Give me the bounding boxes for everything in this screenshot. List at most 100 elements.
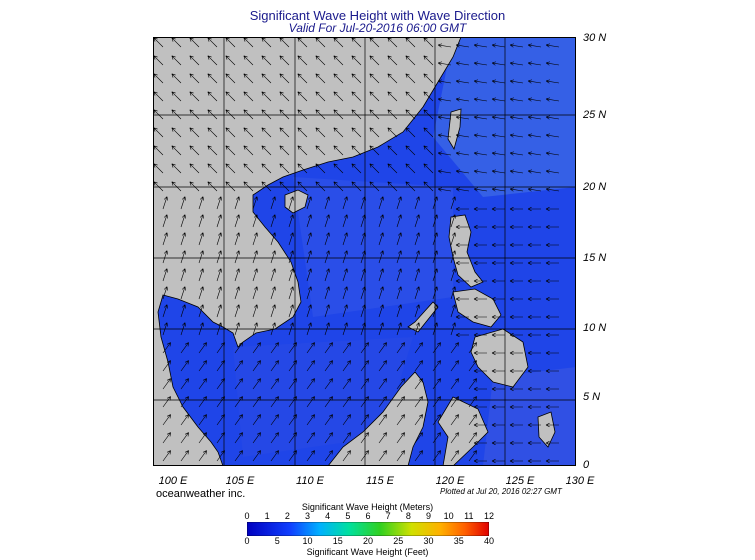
wave-arrow xyxy=(437,61,452,66)
wave-arrow xyxy=(216,232,222,246)
wave-arrow xyxy=(207,163,218,174)
wave-arrow xyxy=(432,360,441,372)
wave-arrow xyxy=(351,91,362,102)
wave-arrow xyxy=(545,169,560,174)
wave-arrow xyxy=(234,396,243,408)
wave-arrow xyxy=(455,332,469,338)
wave-arrow xyxy=(252,396,261,408)
wave-arrow xyxy=(225,127,236,138)
wave-arrow xyxy=(351,181,362,192)
lon-label-100e: 100 E xyxy=(158,475,188,487)
wave-arrow xyxy=(324,196,330,210)
wave-arrow xyxy=(509,133,524,138)
wave-arrow xyxy=(396,360,405,372)
wave-arrow xyxy=(162,432,171,444)
wave-arrow xyxy=(306,360,315,372)
wave-arrow xyxy=(306,196,312,210)
wave-arrow xyxy=(545,242,559,248)
wave-arrow xyxy=(405,163,416,174)
wave-arrow xyxy=(509,206,523,212)
wave-arrow xyxy=(288,268,294,282)
wave-arrow xyxy=(270,268,276,282)
wave-arrow xyxy=(437,115,452,120)
meter-tick: 2 xyxy=(284,511,290,521)
wave-arrow xyxy=(527,404,541,410)
wave-arrow xyxy=(545,43,560,48)
wave-arrow xyxy=(360,450,369,462)
wave-arrow xyxy=(509,278,523,284)
wave-arrow xyxy=(171,163,182,174)
wave-arrow xyxy=(509,115,524,120)
wave-arrow xyxy=(252,304,258,318)
wave-arrow xyxy=(243,91,254,102)
wave-arrow xyxy=(270,286,276,300)
wave-arrow xyxy=(378,250,384,264)
wave-arrow xyxy=(360,342,369,354)
wave-arrow xyxy=(207,37,218,48)
wave-arrow xyxy=(405,55,416,66)
wave-arrow xyxy=(455,61,470,66)
wave-arrow xyxy=(405,127,416,138)
wave-arrow xyxy=(153,109,164,120)
wave-arrow xyxy=(333,127,344,138)
wave-arrow xyxy=(387,37,398,48)
wave-arrow xyxy=(297,127,308,138)
wave-arrow xyxy=(297,181,308,192)
wave-arrow xyxy=(414,360,423,372)
wave-arrow xyxy=(288,214,294,228)
wave-arrow xyxy=(270,432,279,444)
wave-arrow xyxy=(216,322,222,336)
wave-arrow xyxy=(189,181,200,192)
wave-arrow xyxy=(306,450,315,462)
wave-arrow xyxy=(369,145,380,156)
wave-arrow xyxy=(171,127,182,138)
wave-arrow xyxy=(252,342,261,354)
wave-arrow xyxy=(333,145,344,156)
wave-arrow xyxy=(545,97,560,102)
colorbar-title-meters: Significant Wave Height (Meters) xyxy=(301,502,434,512)
wave-arrow xyxy=(162,286,168,300)
wave-arrow xyxy=(432,232,438,246)
wave-arrow xyxy=(315,109,326,120)
wave-arrow xyxy=(491,296,505,302)
wave-arrow xyxy=(450,304,456,318)
wave-arrow xyxy=(342,304,348,318)
wave-arrow xyxy=(297,37,308,48)
wave-arrow xyxy=(455,278,469,284)
wave-arrow xyxy=(342,250,348,264)
wave-arrow xyxy=(527,368,541,374)
feet-tick: 35 xyxy=(453,536,464,546)
wave-arrow xyxy=(360,250,366,264)
wave-arrow xyxy=(414,450,423,462)
wave-arrow xyxy=(414,378,423,390)
wave-arrow xyxy=(527,278,541,284)
wave-arrow xyxy=(189,163,200,174)
wave-arrow xyxy=(153,163,164,174)
wave-arrow xyxy=(315,91,326,102)
wave-arrow xyxy=(509,187,524,192)
wave-arrow xyxy=(198,214,204,228)
wave-arrow xyxy=(378,396,387,408)
wave-arrow xyxy=(198,322,204,336)
wave-arrow xyxy=(342,214,348,228)
wave-arrow xyxy=(252,196,258,210)
wave-arrow xyxy=(387,163,398,174)
wave-arrow xyxy=(360,196,366,210)
wave-arrow xyxy=(288,450,297,462)
wave-arrow xyxy=(396,342,405,354)
wave-arrow xyxy=(468,450,477,462)
meter-tick: 0 xyxy=(244,511,250,521)
wave-arrow xyxy=(216,360,225,372)
wave-arrow xyxy=(545,151,560,156)
wave-arrow xyxy=(545,278,559,284)
wave-arrow xyxy=(189,37,200,48)
wave-arrow xyxy=(225,37,236,48)
wave-arrow xyxy=(315,127,326,138)
wave-arrow xyxy=(243,73,254,84)
wave-arrow xyxy=(207,145,218,156)
meter-tick: 9 xyxy=(425,511,431,521)
wave-arrow xyxy=(491,187,506,192)
wave-arrow xyxy=(324,450,333,462)
wave-arrow xyxy=(405,73,416,84)
wave-arrow xyxy=(455,43,470,48)
